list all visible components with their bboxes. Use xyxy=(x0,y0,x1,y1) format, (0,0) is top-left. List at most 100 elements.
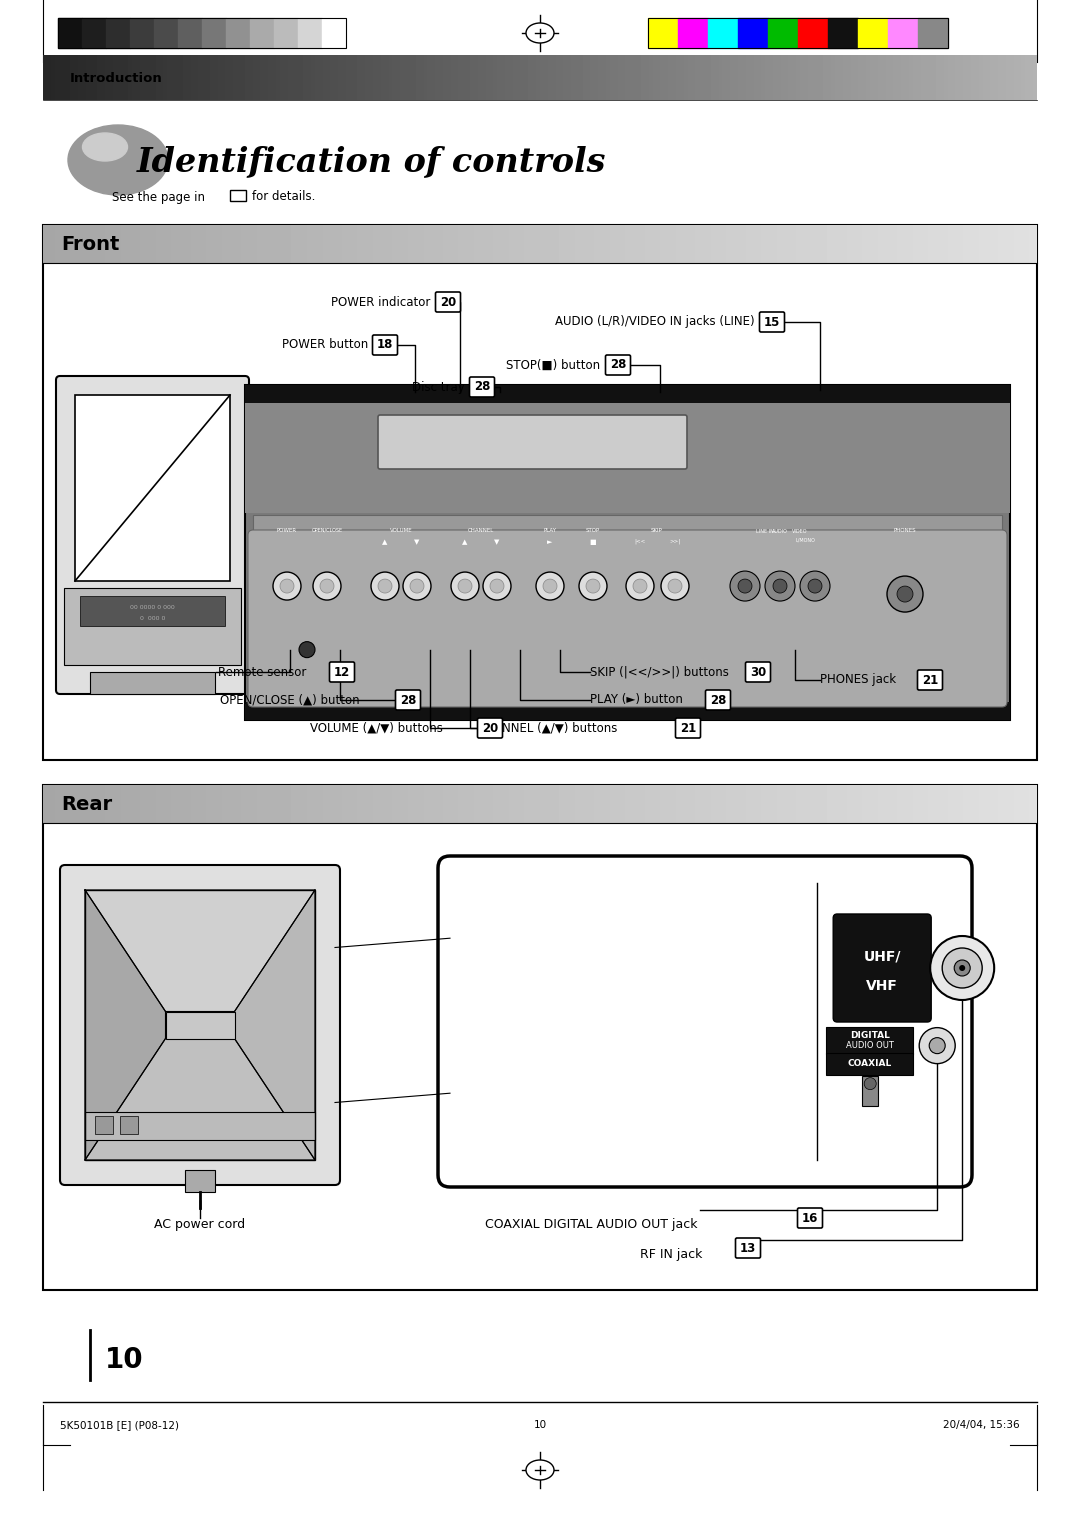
Text: 00 0000 0 000: 00 0000 0 000 xyxy=(130,605,175,610)
Bar xyxy=(90,672,215,694)
Text: 12: 12 xyxy=(334,666,350,678)
Text: AUDIO: AUDIO xyxy=(772,529,788,533)
Text: POWER button: POWER button xyxy=(282,339,368,351)
Bar xyxy=(888,18,918,47)
Bar xyxy=(165,1012,234,1039)
Text: ▼: ▼ xyxy=(495,539,500,545)
Text: PHONES jack: PHONES jack xyxy=(820,674,896,686)
Text: 5K50101B [E] (P08-12): 5K50101B [E] (P08-12) xyxy=(60,1420,179,1430)
Bar xyxy=(245,701,1010,720)
Bar xyxy=(64,588,241,665)
Text: SKIP (|<</>>|) buttons: SKIP (|<</>>|) buttons xyxy=(590,666,729,678)
Circle shape xyxy=(959,966,966,970)
Bar xyxy=(738,18,768,47)
Circle shape xyxy=(633,579,647,593)
Text: COAXIAL DIGITAL AUDIO OUT jack: COAXIAL DIGITAL AUDIO OUT jack xyxy=(485,1218,698,1232)
Text: PLAY: PLAY xyxy=(543,529,556,533)
FancyBboxPatch shape xyxy=(735,1238,760,1258)
Bar xyxy=(82,18,106,47)
Text: ▲: ▲ xyxy=(382,539,388,545)
Circle shape xyxy=(579,571,607,601)
Circle shape xyxy=(626,571,654,601)
Bar xyxy=(85,889,315,1160)
Text: ▲: ▲ xyxy=(462,539,468,545)
Bar xyxy=(249,18,274,47)
Text: POWER indicator: POWER indicator xyxy=(330,295,430,309)
Text: VOLUME (▲/▼) buttons: VOLUME (▲/▼) buttons xyxy=(310,721,443,735)
Circle shape xyxy=(490,579,504,593)
Bar xyxy=(130,18,154,47)
Bar xyxy=(274,18,298,47)
Text: Identification of controls: Identification of controls xyxy=(137,145,606,179)
Bar xyxy=(862,1076,878,1106)
Bar xyxy=(828,18,858,47)
Text: PHONES: PHONES xyxy=(893,529,916,533)
Bar xyxy=(95,1115,113,1134)
FancyBboxPatch shape xyxy=(56,376,249,694)
Circle shape xyxy=(483,571,511,601)
Text: LINE IN: LINE IN xyxy=(756,529,774,533)
Circle shape xyxy=(669,579,681,593)
Circle shape xyxy=(320,579,334,593)
Bar xyxy=(185,1170,215,1192)
FancyBboxPatch shape xyxy=(745,662,770,681)
Text: ▼: ▼ xyxy=(415,539,420,545)
Bar xyxy=(106,18,130,47)
Bar xyxy=(80,596,225,625)
FancyBboxPatch shape xyxy=(705,691,730,711)
Text: ■: ■ xyxy=(590,539,596,545)
Text: UHF/: UHF/ xyxy=(863,949,901,963)
Circle shape xyxy=(730,571,760,601)
FancyBboxPatch shape xyxy=(918,669,943,691)
FancyBboxPatch shape xyxy=(248,530,1007,707)
Circle shape xyxy=(372,571,399,601)
Bar xyxy=(298,18,322,47)
Circle shape xyxy=(378,579,392,593)
FancyBboxPatch shape xyxy=(759,312,784,332)
Bar xyxy=(230,189,246,202)
Circle shape xyxy=(299,642,315,657)
Text: AUDIO (L/R)/VIDEO IN jacks (LINE): AUDIO (L/R)/VIDEO IN jacks (LINE) xyxy=(555,315,755,329)
Text: 28: 28 xyxy=(710,694,726,706)
Text: 13: 13 xyxy=(740,1241,756,1254)
Ellipse shape xyxy=(526,1459,554,1481)
Circle shape xyxy=(403,571,431,601)
Text: POWER: POWER xyxy=(276,529,297,533)
FancyBboxPatch shape xyxy=(438,856,972,1187)
Text: Introduction: Introduction xyxy=(70,72,163,86)
Circle shape xyxy=(942,947,982,989)
Circle shape xyxy=(586,579,600,593)
Text: Remote sensor: Remote sensor xyxy=(218,666,307,678)
Text: 18: 18 xyxy=(377,339,393,351)
Polygon shape xyxy=(234,889,315,1160)
Circle shape xyxy=(280,579,294,593)
Text: 21: 21 xyxy=(922,674,939,686)
Circle shape xyxy=(955,960,970,976)
Text: Front: Front xyxy=(60,235,120,255)
FancyBboxPatch shape xyxy=(373,335,397,354)
Text: for details.: for details. xyxy=(252,191,315,203)
Circle shape xyxy=(458,579,472,593)
Bar xyxy=(678,18,708,47)
Bar xyxy=(648,18,948,47)
Circle shape xyxy=(897,587,913,602)
Text: VHF: VHF xyxy=(866,979,899,993)
Polygon shape xyxy=(85,1039,315,1160)
Text: 16: 16 xyxy=(801,1212,819,1224)
Bar xyxy=(798,18,828,47)
Text: L/MONO: L/MONO xyxy=(795,538,815,542)
Bar xyxy=(178,18,202,47)
Circle shape xyxy=(536,571,564,601)
Text: 21: 21 xyxy=(680,721,697,735)
Bar xyxy=(226,18,249,47)
Bar xyxy=(245,385,1010,403)
Text: SKIP: SKIP xyxy=(651,529,663,533)
Text: COAXIAL: COAXIAL xyxy=(848,1059,892,1068)
Bar xyxy=(253,515,1002,701)
Ellipse shape xyxy=(68,125,168,196)
Circle shape xyxy=(765,571,795,601)
Text: RF IN jack: RF IN jack xyxy=(640,1248,702,1261)
FancyBboxPatch shape xyxy=(477,718,502,738)
FancyBboxPatch shape xyxy=(60,865,340,1186)
Text: OPEN/CLOSE: OPEN/CLOSE xyxy=(311,529,342,533)
